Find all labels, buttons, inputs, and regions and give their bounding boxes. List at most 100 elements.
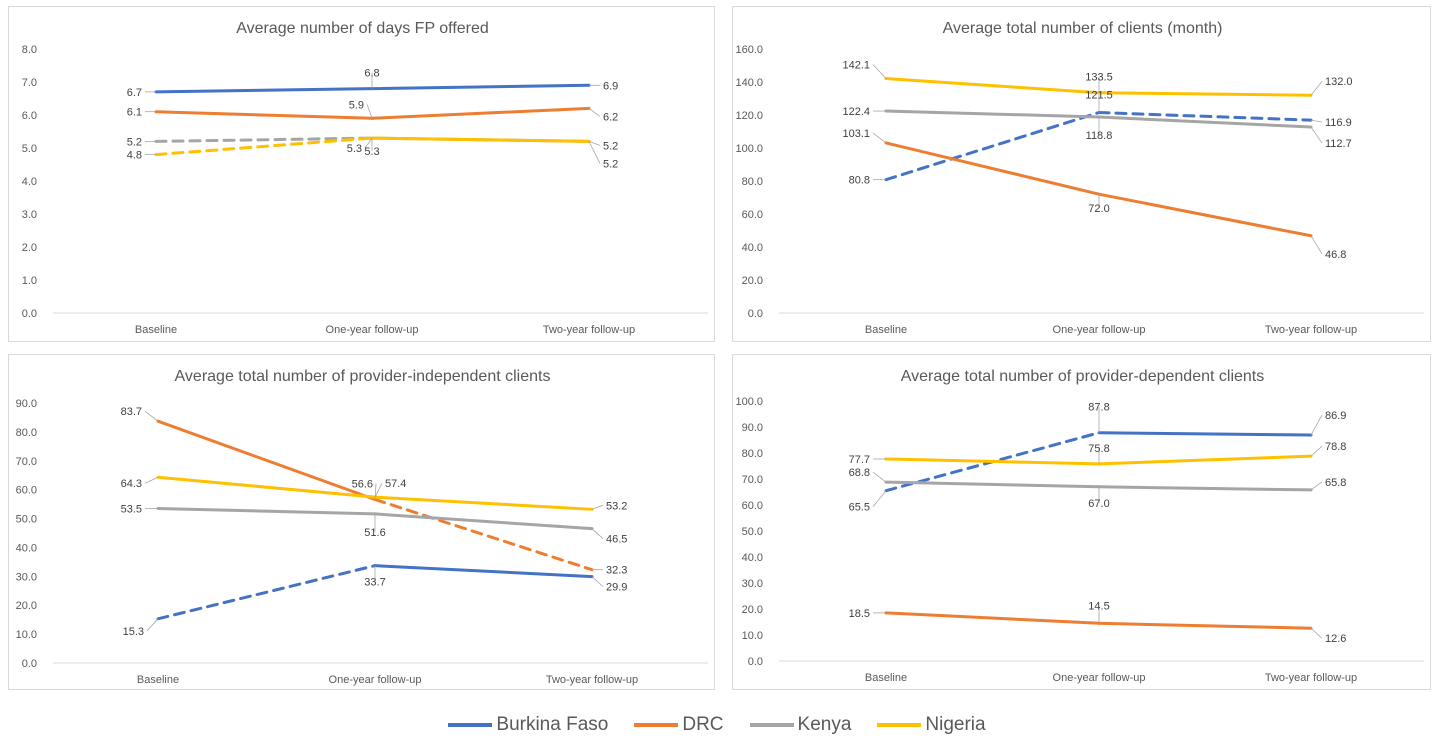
y-tick-label: 0.0 (22, 658, 37, 670)
y-tick-label: 0.0 (748, 656, 763, 668)
legend-swatch-kenya (749, 723, 794, 727)
data-label-nigeria: 4.8 (127, 150, 142, 162)
chart-panel-days-fp-offered: Average number of days FP offered 0.0 1.0 2… (8, 6, 715, 342)
y-tick-label: 40.0 (742, 552, 763, 564)
leader-line (588, 108, 601, 117)
y-tick-label: 0.0 (748, 308, 763, 320)
y-tick-label: 40.0 (742, 242, 763, 254)
chart-provider-independent: Average total number of provider-indepen… (16, 368, 708, 686)
data-label-nigeria: 64.3 (121, 478, 142, 490)
leader-line (872, 490, 887, 507)
leader-line (1310, 445, 1323, 457)
data-label-drc: 32.3 (606, 565, 627, 577)
data-label-drc: 18.5 (849, 608, 870, 620)
data-label-kenya: 53.5 (121, 503, 142, 515)
y-tick-label: 6.0 (22, 110, 37, 122)
data-label-kenya: 118.8 (1086, 130, 1113, 142)
data-label-drc: 14.5 (1088, 600, 1109, 612)
legend-swatch-burkina-faso (448, 723, 493, 727)
series-line-burkina-faso (154, 87, 374, 94)
y-tick-label: 4.0 (22, 176, 37, 188)
legend-item-kenya: Kenya (749, 714, 852, 736)
chart-title: Average total number of provider-depende… (901, 368, 1264, 385)
data-label-nigeria: 142.1 (842, 60, 870, 72)
y-tick-label: 50.0 (16, 514, 37, 526)
data-label-burkina-faso: 87.8 (1088, 402, 1109, 414)
leader-line (591, 576, 604, 587)
y-tick-label: 100.0 (735, 396, 763, 408)
chart-panel-provider-dependent: Average total number of provider-depende… (732, 354, 1431, 690)
y-tick-label: 60.0 (16, 485, 37, 497)
y-tick-label: 80.0 (742, 176, 763, 188)
data-label-burkina-faso: 33.7 (364, 577, 385, 589)
leader-line (364, 137, 373, 149)
leader-line (588, 141, 601, 146)
data-label-nigeria: 5.2 (603, 158, 618, 170)
leader-line (591, 504, 604, 510)
leader-line (1310, 126, 1323, 144)
data-label-burkina-faso: 121.5 (1085, 90, 1113, 102)
y-tick-label: 100.0 (735, 143, 763, 155)
leader-line (144, 410, 159, 422)
series-line-burkina-faso (370, 83, 591, 91)
leader-line (366, 104, 373, 119)
leader-line (872, 132, 887, 144)
y-tick-label: 160.0 (735, 44, 763, 56)
legend-label-kenya: Kenya (797, 714, 852, 735)
y-tick-label: 140.0 (735, 77, 763, 89)
x-tick-label: Baseline (865, 672, 907, 684)
x-tick-label: One-year follow-up (329, 674, 422, 686)
x-tick-label: One-year follow-up (1053, 672, 1146, 684)
y-tick-label: 30.0 (16, 571, 37, 583)
y-tick-label: 50.0 (742, 526, 763, 538)
y-tick-label: 20.0 (16, 600, 37, 612)
legend-item-nigeria: Nigeria (877, 714, 986, 736)
series-line-drc (373, 497, 594, 572)
data-label-burkina-faso: 80.8 (849, 175, 870, 187)
data-label-kenya: 46.5 (606, 534, 627, 546)
data-label-drc: 83.7 (121, 406, 142, 418)
x-tick-label: Two-year follow-up (1265, 672, 1357, 684)
data-label-burkina-faso: 65.5 (849, 502, 870, 514)
series-line-nigeria (1097, 91, 1313, 97)
data-label-nigeria: 78.8 (1325, 441, 1346, 453)
chart-provider-dependent: Average total number of provider-depende… (735, 368, 1424, 684)
data-label-drc: 72.0 (1088, 203, 1109, 215)
chart-total-clients-month: Average total number of clients (month) 0… (735, 20, 1424, 336)
y-tick-label: 20.0 (742, 275, 763, 287)
series-line-kenya (156, 506, 377, 516)
x-tick-label: One-year follow-up (1053, 324, 1146, 336)
chart-days-fp-offered: Average number of days FP offered 0.0 1.0 2… (22, 20, 708, 336)
y-tick-label: 20.0 (742, 604, 763, 616)
series-line-drc (884, 611, 1101, 625)
y-tick-label: 80.0 (742, 448, 763, 460)
series-line-burkina-faso (373, 564, 594, 579)
data-label-drc: 6.1 (127, 107, 142, 119)
y-tick-label: 7.0 (22, 77, 37, 89)
data-label-kenya: 5.3 (347, 143, 362, 155)
series-line-drc (884, 141, 1101, 196)
data-label-nigeria: 5.3 (364, 146, 379, 158)
data-label-burkina-faso: 6.9 (603, 80, 618, 92)
legend-label-burkina-faso: Burkina Faso (496, 714, 609, 735)
legend-swatch-drc (634, 723, 679, 727)
series-line-kenya (884, 109, 1101, 119)
data-label-kenya: 68.8 (849, 467, 870, 479)
data-label-kenya: 5.2 (603, 140, 618, 152)
leader-line (1310, 627, 1323, 639)
series-line-drc (1097, 192, 1313, 238)
x-tick-label: Baseline (135, 324, 177, 336)
y-tick-label: 80.0 (16, 427, 37, 439)
data-label-burkina-faso: 6.7 (127, 87, 142, 99)
chart-legend: Burkina Faso DRC Kenya Nigeria (0, 712, 1434, 738)
series-line-burkina-faso (884, 111, 1101, 182)
y-tick-label: 90.0 (742, 422, 763, 434)
data-label-drc: 56.6 (352, 478, 373, 490)
y-tick-label: 120.0 (735, 110, 763, 122)
y-tick-label: 1.0 (22, 275, 37, 287)
series-line-nigeria (156, 475, 377, 499)
series-line-drc (156, 419, 377, 501)
data-label-burkina-faso: 86.9 (1325, 410, 1346, 422)
data-label-drc: 5.9 (349, 99, 364, 111)
data-label-drc: 46.8 (1325, 249, 1346, 261)
